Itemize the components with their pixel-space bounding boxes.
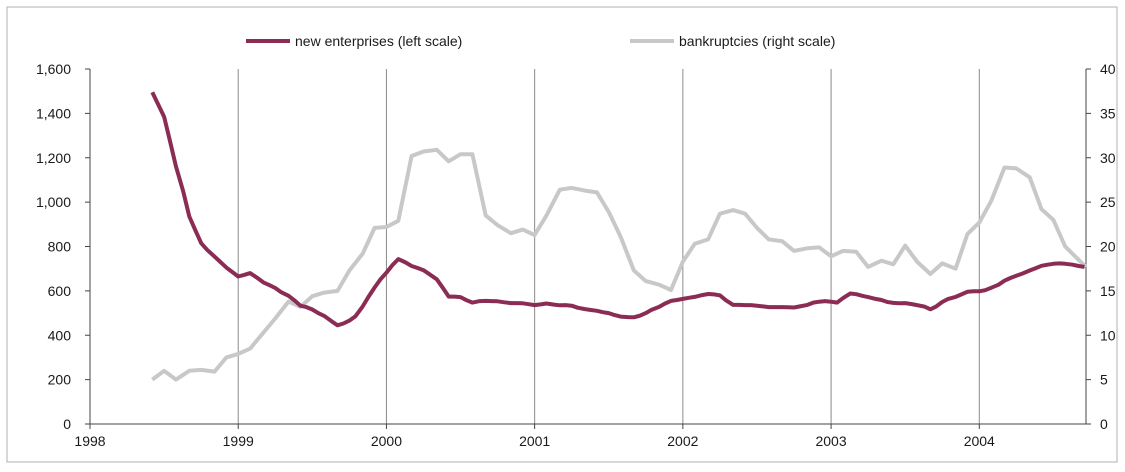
right-tick-label: 35 bbox=[1100, 105, 1116, 121]
left-axis-tick-labels: 0 200 400 600 800 1,000 1,200 1,400 1,600 bbox=[36, 61, 71, 432]
legend-label-new-enterprises: new enterprises (left scale) bbox=[295, 33, 462, 49]
left-tick-label: 600 bbox=[48, 283, 72, 299]
axes bbox=[85, 68, 1091, 429]
x-tick-label-2003: 2003 bbox=[815, 433, 846, 449]
chart-border bbox=[6, 6, 1118, 463]
x-tick-label-1998: 1998 bbox=[74, 433, 105, 449]
x-tick-label-2001: 2001 bbox=[519, 433, 550, 449]
left-tick-label: 800 bbox=[48, 239, 72, 255]
left-tick-label: 400 bbox=[48, 327, 72, 343]
left-tick-label: 1,000 bbox=[36, 194, 71, 210]
gridlines bbox=[237, 69, 980, 424]
x-tick-label-2000: 2000 bbox=[371, 433, 402, 449]
right-tick-label: 25 bbox=[1100, 194, 1116, 210]
x-tick-label-2004: 2004 bbox=[964, 433, 995, 449]
right-tick-label: 30 bbox=[1100, 150, 1116, 166]
left-tick-label: 200 bbox=[48, 372, 72, 388]
series-line-bankruptcies bbox=[151, 147, 1088, 382]
x-tick-label-1999: 1999 bbox=[223, 433, 254, 449]
left-tick-label: 1,400 bbox=[36, 105, 71, 121]
right-tick-label: 15 bbox=[1100, 283, 1116, 299]
right-tick-label: 40 bbox=[1100, 61, 1116, 77]
right-tick-label: 0 bbox=[1100, 416, 1108, 432]
right-tick-label: 5 bbox=[1100, 372, 1108, 388]
legend: new enterprises (left scale) bankruptcie… bbox=[246, 33, 835, 49]
left-tick-label: 1,200 bbox=[36, 150, 71, 166]
x-tick-label-2002: 2002 bbox=[667, 433, 698, 449]
series-line-new-enterprises bbox=[150, 91, 1085, 328]
right-tick-label: 20 bbox=[1100, 239, 1116, 255]
series-layer bbox=[150, 91, 1088, 382]
left-tick-label: 0 bbox=[63, 416, 71, 432]
x-axis-tick-labels: 1998 1999 2000 2001 2002 2003 2004 bbox=[74, 433, 995, 449]
right-tick-label: 10 bbox=[1100, 327, 1116, 343]
legend-label-bankruptcies: bankruptcies (right scale) bbox=[679, 33, 835, 49]
right-axis-tick-labels: 0 5 10 15 20 25 30 35 40 bbox=[1100, 61, 1116, 432]
left-tick-label: 1,600 bbox=[36, 61, 71, 77]
